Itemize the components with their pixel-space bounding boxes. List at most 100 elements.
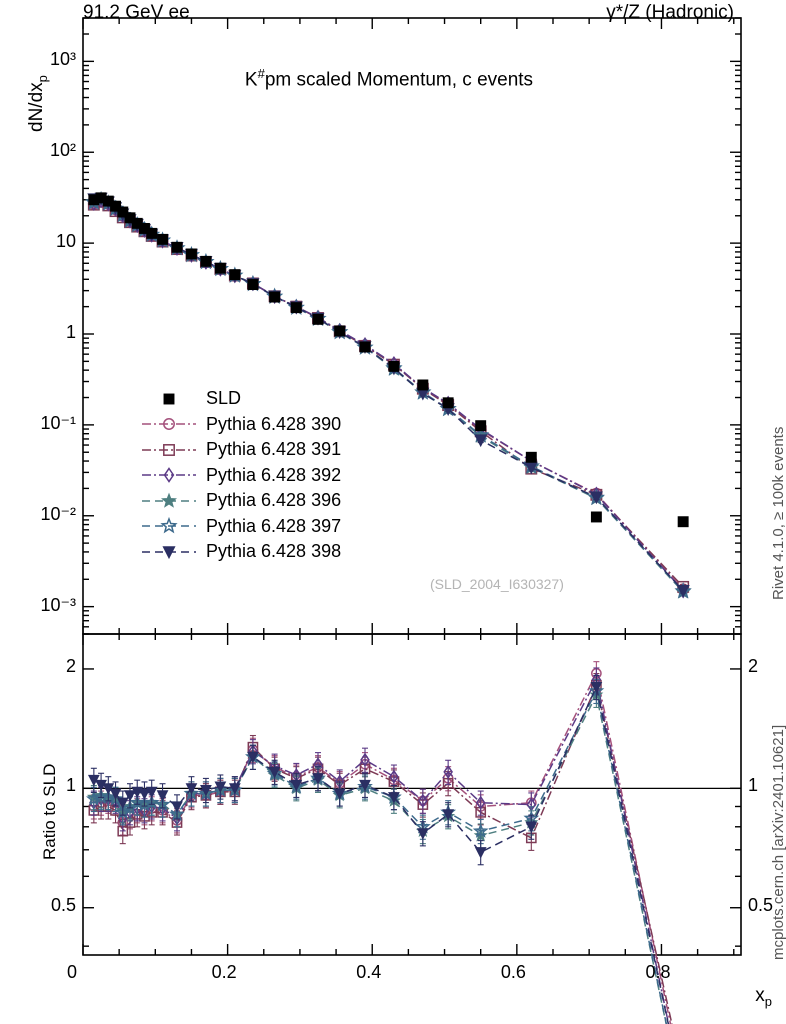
marker-sld xyxy=(146,227,158,239)
title-prefix: K xyxy=(244,69,258,91)
marker-open-diamond xyxy=(443,764,453,780)
series-line-s397-ratio xyxy=(93,688,668,1024)
y-tick-label-main: 10⁻² xyxy=(40,503,76,524)
marker-sld xyxy=(186,248,197,260)
marker-filled-triangle xyxy=(290,779,303,792)
legend-item-s396[interactable]: Pythia 6.428 396 xyxy=(140,488,341,514)
legend-label: Pythia 6.428 396 xyxy=(206,490,342,511)
marker-sld xyxy=(442,397,454,409)
legend-marker-open-circle xyxy=(140,413,198,435)
marker-filled-triangle xyxy=(676,584,690,598)
header-beam-label: 91.2 GeV ee xyxy=(83,2,190,23)
marker-filled-triangle xyxy=(268,766,281,779)
marker-sld xyxy=(590,511,602,523)
y-tick-label-main: 10³ xyxy=(49,49,76,70)
legend-item-s390[interactable]: Pythia 6.428 390 xyxy=(140,412,341,438)
marker-sld xyxy=(102,195,114,207)
marker-filled-triangle xyxy=(474,847,487,859)
legend-marker-open-star xyxy=(140,515,198,537)
marker-filled-triangle xyxy=(171,801,183,813)
y-tick-label-ratio: 0.5 xyxy=(50,894,76,915)
legend-item-s392[interactable]: Pythia 6.428 392 xyxy=(140,463,341,489)
y-axis-label-main-sub: p xyxy=(34,75,50,83)
marker-sld xyxy=(131,217,143,229)
marker-sld xyxy=(388,360,400,372)
marker-filled-triangle xyxy=(312,773,324,785)
legend-marker-filled-star xyxy=(140,490,198,512)
y-axis-label-main-text: dN/dx xyxy=(26,82,47,132)
rivet-version-label: Rivet 4.1.0, ≥ 100k events xyxy=(770,426,786,600)
marker-filled-triangle xyxy=(116,797,129,810)
series-line-s391-ratio xyxy=(93,682,673,1024)
legend-label: Pythia 6.428 398 xyxy=(206,541,342,562)
marker-open-diamond xyxy=(475,795,486,810)
legend-item-s397[interactable]: Pythia 6.428 397 xyxy=(140,514,341,540)
marker-filled-triangle xyxy=(474,434,488,448)
marker-sld xyxy=(290,302,302,314)
legend-label: Pythia 6.428 391 xyxy=(206,439,342,460)
marker-open-diamond xyxy=(360,752,370,767)
marker-filled-triangle xyxy=(156,790,169,802)
y-tick-label-ratio: 2 xyxy=(748,655,759,676)
marker-sld xyxy=(359,341,371,353)
marker-filled-triangle xyxy=(124,790,136,802)
marker-sld xyxy=(677,516,689,528)
page-title: K#pm scaled Momentum, c events xyxy=(83,66,695,91)
marker-sld xyxy=(200,255,212,267)
marker-sld xyxy=(139,222,150,234)
marker-sld xyxy=(124,212,136,224)
marker-sld xyxy=(95,192,107,204)
legend-item-data[interactable]: SLD xyxy=(140,386,341,412)
y-axis-label-ratio: Ratio to SLD xyxy=(40,763,59,860)
marker-open-diamond xyxy=(418,793,428,808)
marker-sld xyxy=(269,291,281,303)
marker-open-star xyxy=(143,794,160,810)
marker-filled-triangle xyxy=(200,784,212,797)
legend-label: Pythia 6.428 390 xyxy=(206,413,342,434)
x-tick-label: 0.2 xyxy=(211,962,237,982)
marker-sld xyxy=(214,262,226,274)
marker-filled-triangle xyxy=(145,786,158,799)
x-axis-label: xp xyxy=(755,985,772,1009)
marker-filled-triangle xyxy=(442,809,455,821)
marker-filled-triangle xyxy=(589,491,603,505)
marker-filled-triangle xyxy=(109,788,122,800)
marker-open-star xyxy=(129,794,146,810)
marker-sld xyxy=(229,269,241,281)
legend-item-s398[interactable]: Pythia 6.428 398 xyxy=(140,539,341,565)
legend-label: SLD xyxy=(206,388,242,409)
legend: SLD Pythia 6.428 390 Pythia 6.428 391 Pythi… xyxy=(140,386,341,565)
marker-filled-triangle xyxy=(416,828,429,840)
marker-sld xyxy=(417,379,429,391)
legend-marker-open-square xyxy=(140,439,198,461)
marker-sld xyxy=(247,279,259,291)
x-tick-label: 0 xyxy=(67,962,78,982)
y-tick-label-main: 10² xyxy=(49,140,76,161)
y-tick-label-main: 10 xyxy=(55,231,76,252)
panel-frame-ratio xyxy=(82,633,742,956)
y-tick-label-ratio: 1 xyxy=(748,775,759,796)
x-tick-label: 0.6 xyxy=(500,962,526,982)
marker-sld xyxy=(117,206,129,218)
marker-filled-triangle xyxy=(228,783,241,795)
x-axis-label-sub: p xyxy=(764,993,772,1009)
x-axis-label-text: x xyxy=(755,985,765,1006)
y-tick-label-ratio: 1 xyxy=(65,775,76,796)
marker-sld xyxy=(110,200,121,212)
marker-sld xyxy=(334,325,346,337)
legend-marker-filled-square xyxy=(140,388,198,410)
y-tick-label-main: 10⁻³ xyxy=(40,594,76,615)
marker-filled-triangle xyxy=(138,788,151,800)
header-process-label: γ*/Z (Hadronic) xyxy=(606,2,734,23)
marker-sld xyxy=(525,451,537,463)
marker-filled-triangle xyxy=(247,751,259,764)
y-tick-label-ratio: 0.5 xyxy=(748,894,774,915)
marker-sld xyxy=(157,233,168,245)
legend-label: Pythia 6.428 397 xyxy=(206,515,342,536)
y-tick-label-main: 10⁻¹ xyxy=(40,412,76,433)
marker-filled-triangle xyxy=(525,821,538,834)
analysis-id-watermark: (SLD_2004_I630327) xyxy=(430,576,564,592)
legend-item-s391[interactable]: Pythia 6.428 391 xyxy=(140,437,341,463)
series-line-s390-ratio xyxy=(93,671,672,1024)
